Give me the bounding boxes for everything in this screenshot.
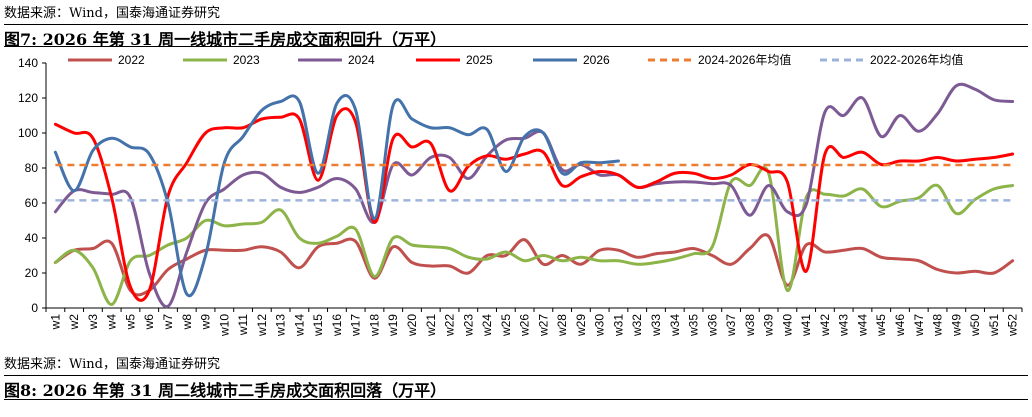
chart-legend: 2022 2023 2024 2025 2026 2024-2026年均值 2022-202… <box>68 52 963 67</box>
fig8-rule-top <box>4 375 1028 376</box>
x-tick-label: w1 <box>48 314 62 331</box>
legend-label-3: 2025 <box>466 53 493 67</box>
x-tick-label: w12 <box>255 314 269 337</box>
x-tick-label: w46 <box>893 314 907 337</box>
chart-series <box>53 82 1015 309</box>
x-tick-label: w25 <box>499 314 513 337</box>
x-tick-label: w27 <box>536 314 550 337</box>
x-tick-label: w48 <box>931 314 945 337</box>
series-line-1 <box>53 166 1015 306</box>
x-tick-label: w10 <box>217 314 231 337</box>
x-tick-label: w4 <box>105 314 119 331</box>
top-source-note: 数据来源：Wind，国泰海通证券研究 <box>4 6 220 21</box>
y-tick-label: 140 <box>18 56 38 70</box>
y-tick-label: 100 <box>18 126 38 140</box>
x-tick-label: w38 <box>743 314 757 337</box>
x-tick-label: w47 <box>912 314 926 337</box>
x-tick-label: w50 <box>968 314 982 337</box>
x-tick-label: w16 <box>330 314 344 337</box>
title-rule-bottom <box>4 46 1028 47</box>
x-tick-label: w21 <box>424 314 438 337</box>
x-tick-label: w15 <box>311 314 325 337</box>
y-tick-label: 60 <box>25 196 39 210</box>
line-chart: 0 20 40 60 80 100 120 140 w1 w2 w3 w4 w5 w6 w7 w8 w9 w10 w… <box>18 52 1023 337</box>
x-tick-label: w24 <box>480 314 494 337</box>
x-tick-label: w34 <box>668 314 682 337</box>
x-tick-label: w40 <box>780 314 794 337</box>
legend-label-5: 2024-2026年均值 <box>698 52 791 67</box>
x-tick-label: w28 <box>555 314 569 337</box>
x-tick-label: w17 <box>349 314 363 337</box>
figure-7-title: 图7: 2026 年第 31 周一线城市二手房成交面积回升（万平） <box>4 30 447 49</box>
x-tick-label: w20 <box>405 314 419 337</box>
x-tick-label: w13 <box>274 314 288 337</box>
y-tick-label: 20 <box>25 266 39 280</box>
x-tick-label: w26 <box>518 314 532 337</box>
x-tick-label: w49 <box>949 314 963 337</box>
x-tick-label: w35 <box>687 314 701 337</box>
legend-label-6: 2022-2026年均值 <box>870 52 963 67</box>
x-tick-label: w52 <box>1006 314 1020 337</box>
x-tick-label: w51 <box>987 314 1001 337</box>
legend-label-0: 2022 <box>118 53 145 67</box>
x-tick-label: w39 <box>762 314 776 337</box>
x-tick-label: w22 <box>443 314 457 337</box>
y-tick-label: 40 <box>25 231 39 245</box>
series-line-2 <box>53 82 1015 309</box>
x-tick-label: w8 <box>180 314 194 331</box>
x-tick-label: w36 <box>705 314 719 337</box>
legend-label-2: 2024 <box>348 53 375 67</box>
y-tick-label: 80 <box>25 161 39 175</box>
series-line-4 <box>53 94 620 298</box>
legend-label-1: 2023 <box>233 53 260 67</box>
x-tick-label: w37 <box>724 314 738 337</box>
legend-label-4: 2026 <box>583 53 610 67</box>
x-tick-label: w29 <box>574 314 588 337</box>
x-tick-label: w11 <box>236 314 250 336</box>
x-tick-label: w5 <box>123 314 137 331</box>
figure-8-title: 图8: 2026 年第 31 周二线城市二手房成交面积回落（万平） <box>4 381 447 400</box>
series-line-0 <box>53 233 1015 297</box>
x-tick-label: w43 <box>837 314 851 337</box>
title-rule-top <box>4 24 1028 25</box>
x-tick-label: w23 <box>461 314 475 337</box>
x-tick-label: w9 <box>199 314 213 331</box>
x-tick-label: w45 <box>874 314 888 337</box>
x-tick-label: w42 <box>818 314 832 337</box>
x-tick-label: w41 <box>799 314 813 337</box>
series-line-3 <box>53 107 1015 302</box>
x-tick-label: w14 <box>292 314 306 337</box>
x-tick-label: w30 <box>593 314 607 337</box>
x-tick-label: w7 <box>161 314 175 331</box>
x-tick-label: w3 <box>86 314 100 331</box>
x-tick-label: w2 <box>67 314 81 331</box>
x-tick-label: w18 <box>367 314 381 337</box>
chart-axes: 0 20 40 60 80 100 120 140 w1 w2 w3 w4 w5 w6 w7 w8 w9 w10 w… <box>18 56 1023 337</box>
fig8-rule-bottom <box>4 399 1028 400</box>
x-tick-label: w44 <box>855 314 869 337</box>
x-tick-label: w31 <box>611 314 625 337</box>
y-tick-label: 0 <box>31 301 38 315</box>
x-tick-label: w19 <box>386 314 400 337</box>
x-tick-label: w33 <box>649 314 663 337</box>
x-tick-label: w6 <box>142 314 156 331</box>
x-tick-label: w32 <box>630 314 644 337</box>
bottom-source-note: 数据来源：Wind，国泰海通证券研究 <box>4 357 220 372</box>
y-tick-label: 120 <box>18 91 38 105</box>
